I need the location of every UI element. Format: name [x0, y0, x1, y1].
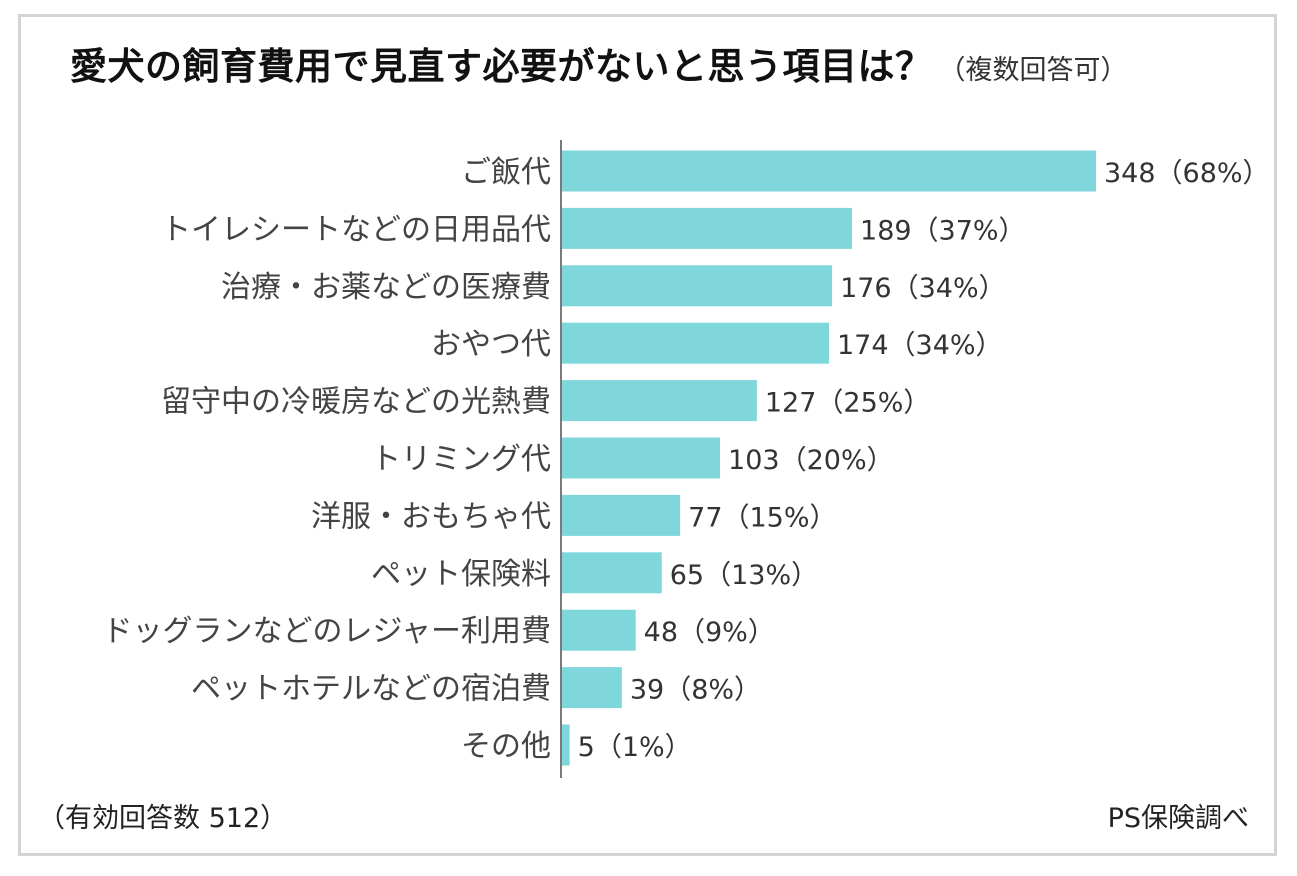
category-label: ドッグランなどのレジャー利用費	[103, 614, 552, 649]
sample-size-note: （有効回答数 512）	[38, 803, 288, 834]
value-label: 103（20%）	[728, 445, 894, 476]
category-label: その他	[461, 729, 551, 764]
value-label: 39（8%）	[630, 675, 761, 706]
bar	[562, 667, 622, 709]
category-label: ペット保険料	[371, 557, 551, 592]
bar	[562, 207, 853, 249]
category-label: トリミング代	[371, 442, 551, 477]
bar	[562, 150, 1096, 192]
category-label: ペットホテルなどの宿泊費	[191, 672, 551, 707]
bar	[562, 552, 662, 594]
chart-title: 愛犬の飼育費用で見直す必要がないと思う項目は？	[70, 45, 933, 88]
category-label: 治療・お薬などの医療費	[221, 270, 551, 305]
value-label: 48（9%）	[644, 617, 775, 648]
value-label: 176（34%）	[840, 273, 1006, 304]
category-label: 洋服・おもちゃ代	[311, 499, 551, 534]
bar	[562, 724, 570, 766]
chart-subtitle: （複数回答可）	[938, 55, 1128, 86]
value-label: 174（34%）	[837, 330, 1003, 361]
category-label: トイレシートなどの日用品代	[161, 212, 551, 247]
bar	[562, 609, 636, 651]
category-label: 留守中の冷暖房などの光熱費	[161, 385, 551, 420]
category-label: ご飯代	[461, 155, 551, 190]
bar	[562, 380, 757, 422]
bar	[562, 494, 681, 536]
bar	[562, 322, 829, 364]
value-label: 348（68%）	[1104, 158, 1270, 189]
value-label: 77（15%）	[688, 502, 836, 533]
value-label: 65（13%）	[670, 560, 818, 591]
source-note: PS保険調べ	[1107, 803, 1249, 834]
title-row: 愛犬の飼育費用で見直す必要がないと思う項目は？ （複数回答可）	[70, 36, 1128, 92]
value-label: 127（25%）	[765, 388, 931, 419]
category-label: おやつ代	[431, 327, 551, 362]
value-label: 5（1%）	[578, 732, 692, 763]
bar	[562, 437, 721, 479]
bar	[562, 265, 833, 307]
value-label: 189（37%）	[860, 215, 1026, 246]
